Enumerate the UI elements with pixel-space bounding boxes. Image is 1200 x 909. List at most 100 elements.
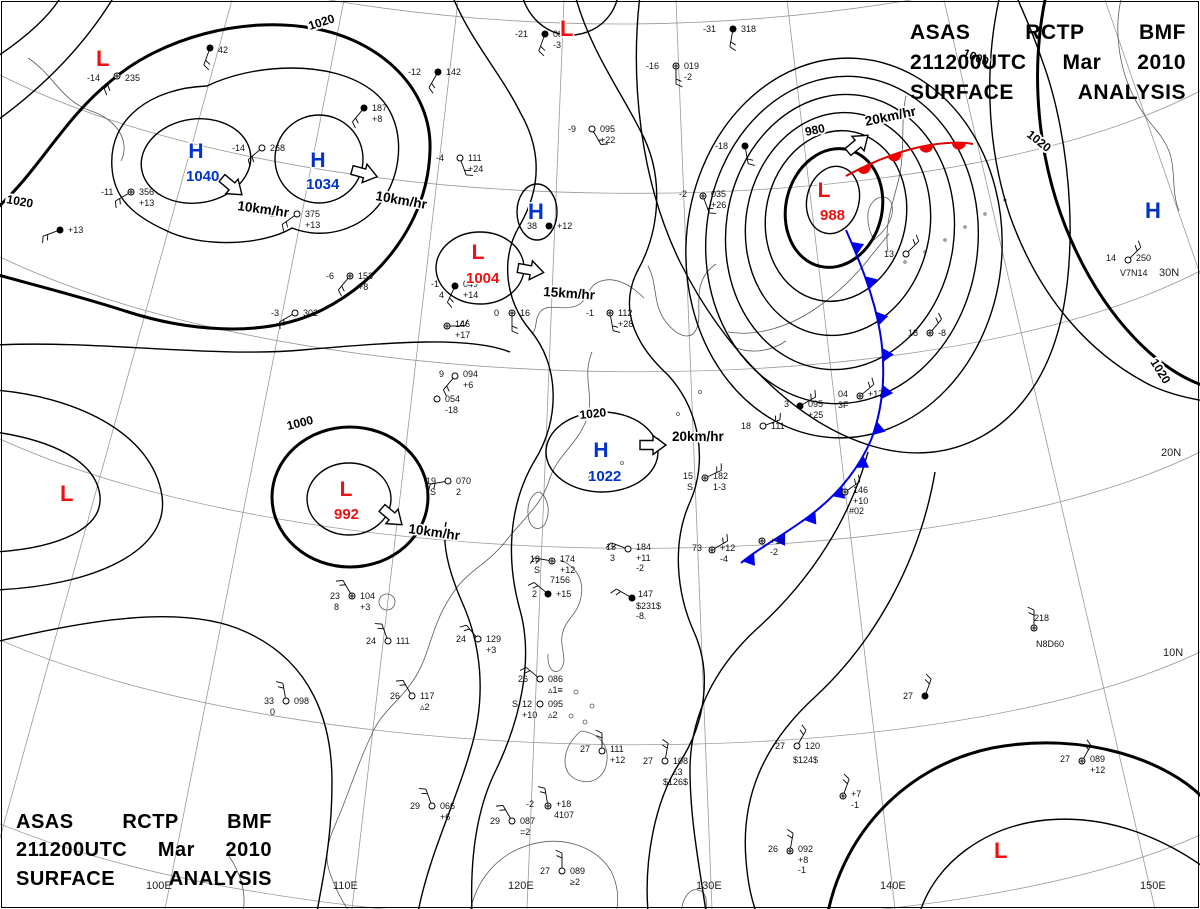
station-circle xyxy=(541,30,549,38)
wind-barb-tick xyxy=(598,139,605,141)
isobar xyxy=(1036,0,1200,386)
wind-barb xyxy=(203,50,210,66)
station-plot: 27 089+12 xyxy=(1060,739,1105,775)
wind-barb-tick xyxy=(449,297,454,303)
station-circle xyxy=(536,700,544,708)
wind-barb xyxy=(745,149,749,164)
isobar-value-label: 1020 xyxy=(1024,127,1054,155)
station-value: +13 xyxy=(139,198,154,208)
station-value: S xyxy=(430,487,436,497)
station-plot: 26 117▵2 xyxy=(390,679,434,712)
station-value: 27 xyxy=(903,691,913,701)
wind-barb-tick xyxy=(529,557,535,564)
wind-barb xyxy=(544,788,548,803)
latitude-label: 20N xyxy=(1161,447,1181,459)
longitude-label: 120E xyxy=(508,880,534,892)
wind-barb-tick xyxy=(1137,240,1142,248)
title-line: 211200UTC Mar 2010 xyxy=(910,50,1186,74)
isobar xyxy=(0,389,164,591)
station-value: 13 xyxy=(884,249,894,259)
wind-barb-tick xyxy=(842,779,848,785)
wind-barb-tick xyxy=(747,158,754,161)
station-value: 111 xyxy=(771,421,785,431)
latitude-label: 10N xyxy=(1163,647,1183,659)
coastline xyxy=(527,491,549,529)
cold-front-triangle xyxy=(881,384,894,399)
station-value: -21 xyxy=(515,29,528,39)
isobar xyxy=(0,0,60,56)
wind-barb-tick xyxy=(203,64,210,71)
station-value: -1 xyxy=(431,279,439,289)
station-value: -2 xyxy=(679,189,687,199)
station-value: 08 xyxy=(553,29,563,39)
wind-barb-tick xyxy=(605,542,612,549)
island xyxy=(568,713,574,719)
isobar xyxy=(689,451,869,909)
station-plot: -1 112+28 xyxy=(586,308,633,333)
movement-speed-label: 10km/hr xyxy=(408,521,462,543)
longitude-label: 100E xyxy=(146,880,172,892)
warm-front-semicircle xyxy=(919,144,934,153)
station-value: 095 xyxy=(600,124,615,134)
station-value: 095 xyxy=(548,699,563,709)
coastline xyxy=(727,233,890,334)
isobar xyxy=(920,818,1200,909)
wind-barb xyxy=(338,278,349,291)
wind-barb xyxy=(843,778,850,794)
station-value: -3 xyxy=(553,40,561,50)
station-plot: 2 +15 xyxy=(527,582,571,599)
station-value: 147 xyxy=(638,589,653,599)
station-plot: 73 +12-4 xyxy=(692,533,735,564)
station-value: +26 xyxy=(711,200,726,210)
station-value: 092 xyxy=(798,844,813,854)
wind-barb-tick xyxy=(338,289,342,297)
station-value: +8 xyxy=(358,282,368,292)
graticule-parallel xyxy=(328,0,912,25)
wind-barb xyxy=(802,396,816,405)
station-circle xyxy=(282,697,290,705)
movement-arrow-icon xyxy=(378,503,403,526)
cold-front-triangle xyxy=(742,552,756,566)
station-plot: 218 N8D60 xyxy=(1027,606,1064,649)
station-value: 095 xyxy=(808,399,823,409)
wind-barb-tick xyxy=(399,684,406,686)
wind-barb-tick xyxy=(810,393,812,400)
station-value: 0 xyxy=(494,308,499,318)
station-value: -2 xyxy=(770,547,778,557)
station-plot: 0 16 xyxy=(494,308,530,335)
station-value: 26 xyxy=(390,691,400,701)
wind-barb-tick xyxy=(205,59,211,65)
wind-barb-tick xyxy=(611,544,617,550)
wind-barb-tick xyxy=(119,198,121,205)
title-line: ASAS RCTP BMF xyxy=(910,21,1186,44)
station-value: 117 xyxy=(420,691,434,701)
graticule-parallel xyxy=(0,438,1200,549)
station-value: -6 xyxy=(326,271,334,281)
wind-barb xyxy=(714,540,728,549)
island xyxy=(588,476,592,480)
station-value: +25 xyxy=(808,410,823,420)
graticule-meridian xyxy=(786,0,896,909)
station-plot: +13 xyxy=(42,225,83,244)
station-value: 120 xyxy=(805,741,820,751)
wind-barb-tick xyxy=(466,174,474,176)
wind-barb xyxy=(115,193,129,202)
cold-front-triangle xyxy=(882,348,894,363)
station-plot: 24 111 xyxy=(366,623,410,646)
station-value: 15 xyxy=(683,471,693,481)
wind-barb-tick xyxy=(924,679,930,685)
station-value: ≥2 xyxy=(570,877,580,887)
island xyxy=(943,238,947,242)
coastline xyxy=(647,263,717,337)
station-value: 153 xyxy=(358,271,373,281)
wind-barb-tick xyxy=(854,478,857,485)
station-value: 142 xyxy=(446,67,461,77)
station-value: +10 xyxy=(522,710,537,720)
isobar xyxy=(417,521,481,909)
station-value: 27 xyxy=(1060,754,1070,764)
station-circle xyxy=(360,104,368,112)
station-value: 7156 xyxy=(550,575,570,585)
